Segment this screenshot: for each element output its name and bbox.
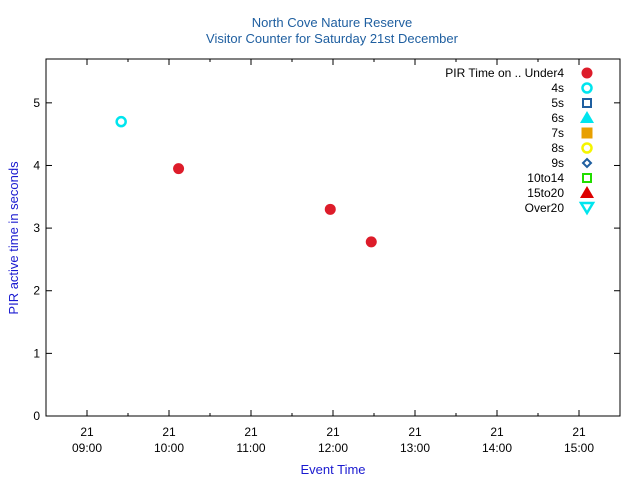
- data-point: [115, 115, 127, 128]
- legend-marker: [581, 67, 593, 79]
- legend-marker: [582, 173, 592, 183]
- legend-marker: [581, 127, 593, 139]
- legend-marker: [581, 142, 593, 154]
- legend-title: PIR Time on ..: [445, 66, 521, 80]
- x-tick-label-day: 21: [408, 425, 422, 439]
- legend-marker: [578, 201, 596, 216]
- y-axis-label: PIR active time in seconds: [6, 161, 21, 315]
- legend-marker: [580, 186, 594, 198]
- legend-label: 9s: [551, 156, 564, 170]
- y-tick-label: 3: [33, 221, 40, 235]
- legend-label: 6s: [551, 111, 564, 125]
- x-tick-label-day: 21: [80, 425, 94, 439]
- legend-series-name: 6s: [551, 111, 564, 125]
- chart-subtitle: Visitor Counter for Saturday 21st Decemb…: [206, 31, 459, 46]
- x-tick-label-day: 21: [572, 425, 586, 439]
- data-point: [324, 203, 336, 215]
- plot-frame: [45, 58, 621, 417]
- x-tick-label-time: 15:00: [564, 441, 594, 455]
- y-tick-label: 1: [33, 346, 40, 360]
- legend-label: 15to20: [527, 186, 564, 200]
- data-point: [173, 163, 185, 175]
- legend-series-name: Over20: [525, 201, 565, 215]
- legend-series-name: 10to14: [527, 171, 564, 185]
- legend-label: PIR Time on .. Under4: [445, 66, 564, 80]
- legend-marker: [582, 98, 592, 108]
- x-tick-label-time: 09:00: [72, 441, 102, 455]
- x-tick-label-time: 11:00: [236, 441, 265, 455]
- legend-label: 8s: [551, 141, 564, 155]
- x-tick-label-time: 12:00: [318, 441, 348, 455]
- y-tick-label: 2: [33, 284, 40, 298]
- legend-marker: [580, 111, 594, 123]
- x-axis-label: Event Time: [300, 462, 365, 477]
- legend-series-name: 15to20: [527, 186, 564, 200]
- x-tick-label-day: 21: [244, 425, 258, 439]
- legend-series-name: Under4: [525, 66, 565, 80]
- x-tick-label-day: 21: [490, 425, 504, 439]
- legend: PIR Time on .. Under44s5s6s7s8s9s10to141…: [445, 66, 596, 216]
- x-axis: 21 09:00 21 10:00 21 11:00 21 12:00 21 13:00 21 14:…: [45, 59, 621, 455]
- y-tick-label: 4: [33, 158, 40, 172]
- data-point: [365, 236, 377, 248]
- y-tick-label: 0: [33, 409, 40, 423]
- legend-label: 10to14: [527, 171, 564, 185]
- legend-marker: [581, 157, 593, 169]
- legend-series-name: 8s: [551, 141, 564, 155]
- y-axis: 0 1 2 3 4 5: [33, 96, 620, 423]
- legend-label: 4s: [551, 81, 564, 95]
- x-tick-label-day: 21: [162, 425, 176, 439]
- x-tick-label-time: 13:00: [400, 441, 430, 455]
- legend-marker: [581, 82, 593, 94]
- x-tick-label-day: 21: [326, 425, 340, 439]
- x-tick-label-time: 14:00: [482, 441, 512, 455]
- y-tick-label: 5: [33, 96, 40, 110]
- legend-series-name: 7s: [551, 126, 564, 140]
- data-points: [115, 115, 377, 248]
- legend-label: Over20: [525, 201, 565, 215]
- x-tick-label-time: 10:00: [154, 441, 184, 455]
- legend-label: 5s: [551, 96, 564, 110]
- legend-series-name: 5s: [551, 96, 564, 110]
- legend-series-name: 4s: [551, 81, 564, 95]
- legend-label: 7s: [551, 126, 564, 140]
- chart-title: North Cove Nature Reserve: [252, 15, 412, 30]
- legend-series-name: 9s: [551, 156, 564, 170]
